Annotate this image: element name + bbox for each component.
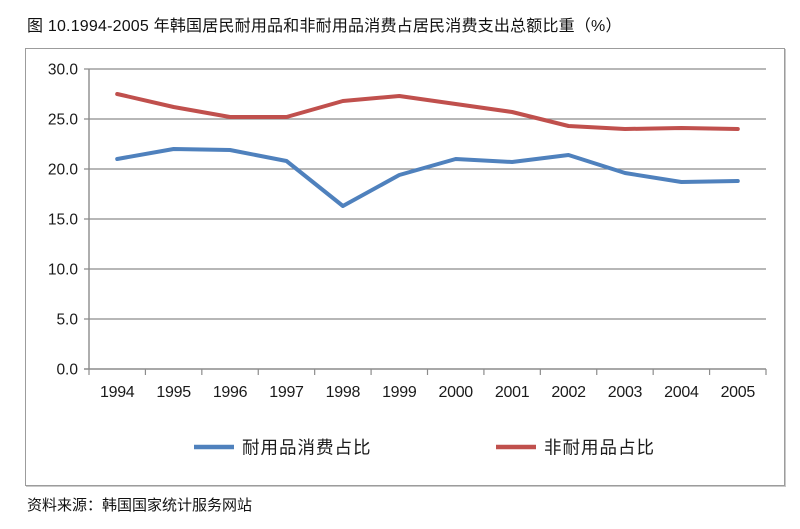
durables-line: [115, 147, 740, 208]
x-tick-label: 2004: [664, 384, 699, 401]
y-tick-label: 30.0: [48, 62, 79, 79]
y-tick-label: 5.0: [56, 312, 78, 329]
source-note: 资料来源：韩国国家统计服务网站: [27, 497, 253, 514]
x-tick-label: 1998: [326, 384, 361, 401]
y-tick-label: 20.0: [48, 162, 79, 179]
legend-item-durables: 耐用品消费占比: [194, 438, 372, 458]
x-tick-label: 2000: [439, 384, 474, 401]
y-tick-label: 15.0: [48, 212, 79, 229]
y-tick-label: 10.0: [48, 262, 79, 279]
non-durables-line: [115, 92, 740, 131]
x-tick-label: 1995: [156, 384, 191, 401]
line-chart: 0.0 5.0 10.0 15.0 20.0 25.0 30.0 1994 1995 1996 19…: [48, 62, 767, 458]
x-tick-label: 1994: [100, 384, 135, 401]
x-tick-label: 2001: [495, 384, 530, 401]
chart-container: 0.0 5.0 10.0 15.0 20.0 25.0 30.0 1994 1995 1996 19…: [25, 48, 785, 486]
figure-title: 图 10.1994-2005 年韩国居民耐用品和非耐用品消费占居民消费支出总额比…: [27, 18, 622, 35]
non-durables-legend-label: 非耐用品占比: [544, 438, 655, 458]
x-tick-label: 2003: [608, 384, 643, 401]
durables-legend-label: 耐用品消费占比: [242, 438, 372, 458]
x-tick-label: 1999: [382, 384, 417, 401]
x-tick-label: 2005: [721, 384, 756, 401]
x-tick-label: 2002: [551, 384, 586, 401]
x-tick-label: 1997: [269, 384, 304, 401]
legend-item-non-durables: 非耐用品占比: [496, 438, 655, 458]
y-tick-label: 0.0: [56, 362, 78, 379]
x-tick-label: 1996: [213, 384, 248, 401]
y-tick-label: 25.0: [48, 112, 79, 129]
